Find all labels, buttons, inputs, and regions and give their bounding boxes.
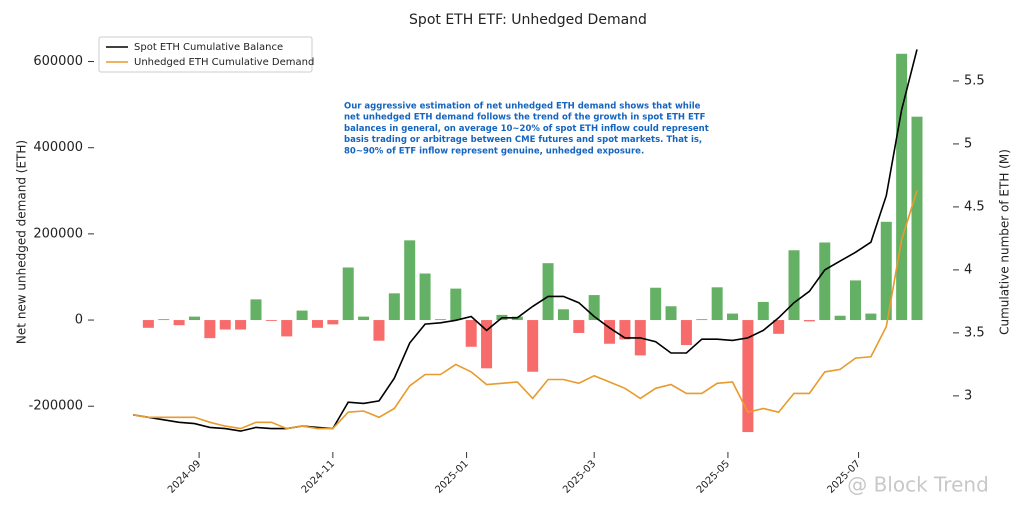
legend-label: Unhedged ETH Cumulative Demand	[134, 57, 314, 68]
bar	[696, 319, 708, 321]
bar	[527, 320, 539, 372]
bar	[619, 320, 631, 340]
y2-tick-label: 3.5	[964, 325, 985, 340]
bar	[680, 320, 692, 346]
legend-label: Spot ETH Cumulative Balance	[134, 42, 283, 53]
line-series	[132, 190, 918, 430]
bar	[188, 316, 200, 321]
bar	[434, 319, 446, 321]
bar	[727, 313, 739, 321]
bar	[281, 320, 293, 337]
bar	[819, 242, 831, 321]
bar	[219, 320, 231, 330]
bar	[481, 320, 493, 369]
y-tick-label: 400000	[33, 140, 83, 155]
bar	[450, 288, 462, 321]
bar	[865, 313, 877, 321]
bar	[419, 273, 431, 321]
annotation: 80~90% of ETF inflow represent genuine, …	[344, 146, 644, 156]
line-series	[132, 49, 918, 432]
y-tick-label: 0	[75, 313, 83, 328]
y2-tick-label: 3	[964, 388, 972, 403]
bar	[142, 320, 154, 328]
annotation: net unhedged ETH demand follows the tren…	[344, 113, 706, 123]
bar	[773, 320, 785, 334]
y-tick-label: -200000	[29, 399, 83, 414]
legend-box	[98, 36, 313, 73]
bar	[788, 250, 800, 321]
bar	[327, 320, 339, 325]
bar	[373, 320, 385, 341]
bar	[204, 320, 216, 339]
bar	[911, 116, 923, 321]
bar	[573, 320, 585, 333]
annotation: balances in general, on average 10~20% o…	[344, 124, 709, 134]
bar	[173, 320, 185, 326]
bar	[404, 240, 416, 321]
bar	[880, 221, 892, 321]
bar	[388, 293, 400, 321]
chart-title: Spot ETH ETF: Unhedged Demand	[409, 12, 647, 28]
bar	[265, 320, 277, 321]
watermark: @ Block Trend	[847, 473, 989, 497]
x-tick-label: 2025-03	[561, 458, 598, 495]
bar	[465, 320, 477, 347]
bar	[557, 309, 569, 321]
bar	[604, 320, 616, 344]
x-tick-label: 2025-05	[695, 458, 732, 495]
bar	[742, 320, 754, 433]
bar	[542, 263, 554, 321]
bar	[235, 320, 247, 330]
y-tick-label: 600000	[33, 54, 83, 69]
annotation: basis trading or arbitrage between CME f…	[344, 135, 702, 145]
x-tick-label: 2025-01	[433, 458, 470, 495]
bar	[650, 287, 662, 321]
x-tick-label: 2024-11	[300, 458, 337, 495]
x-tick-label: 2024-09	[166, 458, 203, 495]
y-axis-label: Net new unhedged demand (ETH)	[15, 140, 29, 344]
bar	[342, 267, 354, 321]
bar	[588, 295, 600, 321]
bar	[850, 280, 862, 321]
y2-tick-label: 4.5	[964, 199, 985, 214]
bar	[358, 316, 370, 321]
bar	[757, 301, 769, 321]
y2-tick-label: 5	[964, 136, 972, 151]
y2-tick-label: 5.5	[964, 73, 985, 88]
bar	[803, 320, 815, 322]
annotation: Our aggressive estimation of net unhedge…	[344, 102, 701, 112]
bar	[311, 320, 323, 328]
bar	[665, 306, 677, 321]
bar	[250, 299, 262, 321]
y-tick-label: 200000	[33, 226, 83, 241]
y2-axis-label: Cumulative number of ETH (M)	[998, 149, 1012, 335]
bar	[158, 319, 170, 321]
bar	[711, 287, 723, 321]
bar	[896, 53, 908, 321]
y2-tick-label: 4	[964, 262, 972, 277]
bar	[296, 310, 308, 321]
bar	[834, 315, 846, 321]
